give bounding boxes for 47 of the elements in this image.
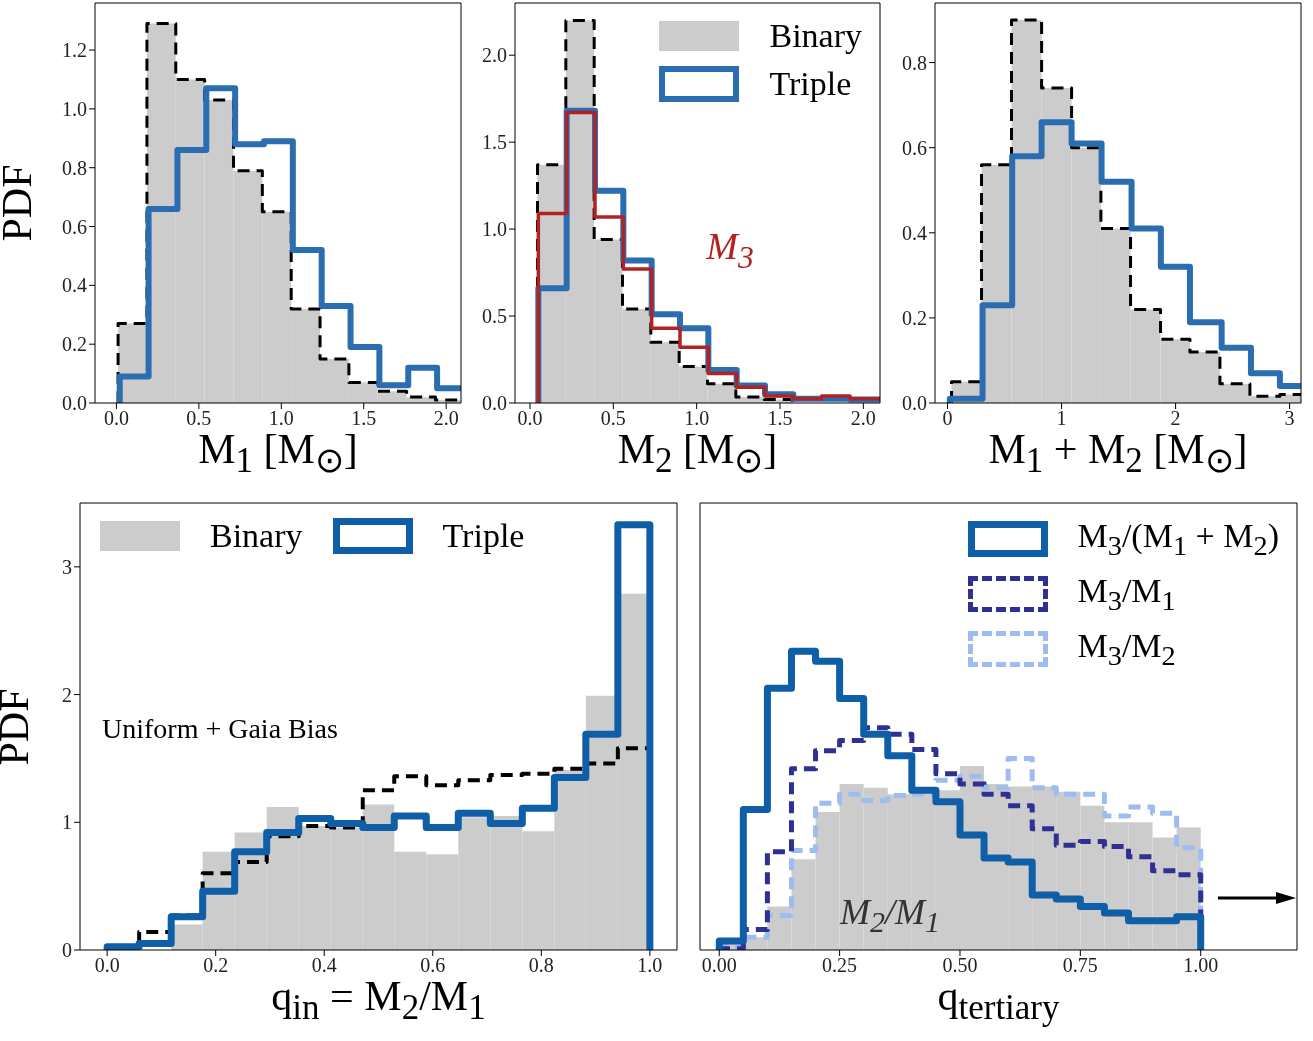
legend-label: Triple bbox=[442, 517, 525, 555]
legend-label: Binary bbox=[210, 517, 303, 555]
legend-label: Binary bbox=[769, 17, 862, 55]
y-tick-label: 0.6 bbox=[902, 136, 927, 159]
legend-label: M$_{3}$/(M$_{1}$ + M$_{2}$) bbox=[1077, 517, 1279, 562]
y-tick-label: 1.0 bbox=[482, 218, 507, 241]
x-tick-label: 3 bbox=[1284, 407, 1295, 430]
x-tick-label: 1.00 bbox=[1183, 954, 1219, 977]
x-tick-label: 0.0 bbox=[94, 954, 120, 977]
y-tick-label: 0.6 bbox=[62, 215, 87, 238]
x-tick-label: 2.0 bbox=[433, 407, 459, 430]
y-tick-label: 0.2 bbox=[902, 306, 927, 329]
y-tick-label: 2 bbox=[62, 683, 72, 706]
annotation: Uniform + Gaia Bias bbox=[102, 713, 338, 745]
x-tick-label: 0.2 bbox=[203, 954, 229, 977]
x-tick-label: 0.75 bbox=[1062, 954, 1098, 977]
y-tick-label: 0.5 bbox=[482, 305, 507, 328]
x-tick-label: 1.0 bbox=[637, 954, 663, 977]
x-tick-label: 0.0 bbox=[103, 407, 129, 430]
x-tick-label: 0.00 bbox=[701, 954, 737, 977]
y-tick-label: 1.0 bbox=[62, 97, 87, 120]
y-tick-label: 0 bbox=[62, 939, 72, 962]
y-tick-label: 1.5 bbox=[482, 131, 507, 154]
legend-label: M$_{3}$/M$_{1}$ bbox=[1077, 571, 1176, 617]
y-tick-label: 0.2 bbox=[62, 333, 87, 356]
y-tick-label: 0.4 bbox=[902, 221, 927, 244]
x-tick-label: 2.0 bbox=[850, 407, 876, 430]
x-tick-label: 0 bbox=[942, 407, 953, 430]
y-axis-title: PDF bbox=[0, 687, 37, 766]
y-tick-label: 0.4 bbox=[62, 274, 87, 297]
series-label: M$_{3}$ bbox=[706, 225, 754, 275]
series-label: M$_{2}$/M$_{1}$ bbox=[840, 891, 940, 939]
x-tick-label: 0.25 bbox=[822, 954, 858, 977]
y-tick-label: 1.2 bbox=[62, 39, 87, 62]
y-tick-label: 0.0 bbox=[482, 392, 507, 415]
y-tick-label: 0.0 bbox=[902, 392, 927, 415]
legend-label: M$_{3}$/M$_{2}$ bbox=[1077, 626, 1176, 672]
y-tick-label: 2.0 bbox=[482, 44, 507, 67]
y-tick-label: 3 bbox=[62, 555, 72, 578]
y-tick-label: 1 bbox=[62, 811, 72, 834]
y-axis-title: PDF bbox=[0, 164, 40, 242]
x-tick-label: 0.0 bbox=[517, 407, 543, 430]
legend-label: Triple bbox=[769, 65, 852, 103]
y-tick-label: 0.0 bbox=[62, 392, 87, 415]
y-tick-label: 0.8 bbox=[902, 51, 927, 74]
x-tick-label: 0.8 bbox=[528, 954, 554, 977]
y-tick-label: 0.8 bbox=[62, 156, 87, 179]
